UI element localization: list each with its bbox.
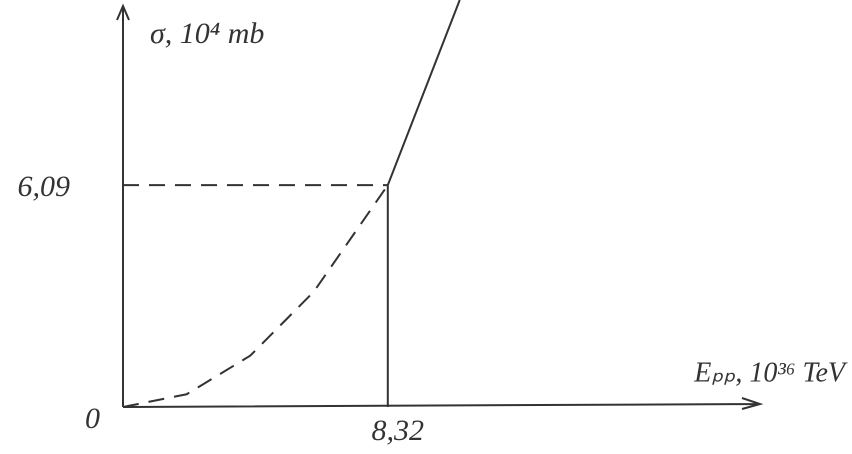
y-axis <box>117 6 129 407</box>
curve <box>123 185 388 407</box>
x-axis <box>123 398 760 409</box>
y-axis-label: σ, 10⁴ mb <box>150 17 264 50</box>
x-axis-label: Eₚₚ, 10³⁶ TeV <box>693 357 848 388</box>
curve <box>388 0 460 185</box>
y-tick-label: 0 <box>85 402 100 435</box>
y-tick-label: 6,09 <box>18 170 71 203</box>
chart: σ, 10⁴ mb Eₚₚ, 10³⁶ TeV 0 6,09 8,32 <box>0 0 852 454</box>
x-tick-label: 8,32 <box>372 414 425 447</box>
